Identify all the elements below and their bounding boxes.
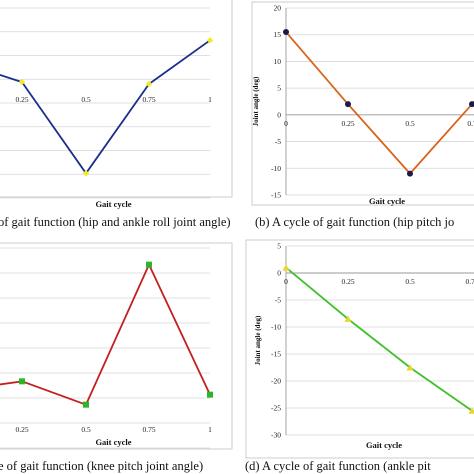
data-point xyxy=(283,29,289,36)
series-line xyxy=(0,263,211,406)
chart-panel-d: 5 0 -5 -10 -15 -20 -25 -30 0 0.25 0.5 0.75 Gait cycl… xyxy=(245,239,474,473)
data-point xyxy=(468,407,474,414)
chart-frame xyxy=(251,1,474,206)
chart-caption: (b) A cycle of gait function (hip pitch … xyxy=(255,215,454,229)
chart-panel-c: 0.25 0.5 0.75 1 Gait cycle e of gait function… xyxy=(0,242,233,473)
x-tick-label: 0.75 xyxy=(142,95,155,104)
y-tick-label: -10 xyxy=(271,164,281,173)
data-point xyxy=(345,101,351,108)
x-tick-label: 1 xyxy=(208,95,212,104)
x-tick-label: 0.5 xyxy=(405,119,415,128)
y-tick-label: -15 xyxy=(271,350,281,359)
data-point xyxy=(145,80,153,88)
x-axis-label: Gait cycle xyxy=(366,440,402,450)
series-line xyxy=(0,39,211,175)
x-tick-label: 0.7 xyxy=(467,119,474,128)
x-tick-label: 1 xyxy=(208,425,212,434)
x-tick-label: 0.5 xyxy=(81,95,91,104)
x-tick-label: 0.5 xyxy=(81,425,91,434)
series-line xyxy=(285,31,474,175)
y-axis-label: Joint angle (deg) xyxy=(252,76,260,126)
chart-caption: e of gait function (knee pitch joint ang… xyxy=(0,459,203,473)
y-axis-label: Joint angle (deg) xyxy=(254,315,262,365)
x-tick-label: 0.25 xyxy=(15,425,28,434)
x-axis-label: Gait cycle xyxy=(95,437,131,447)
y-tick-label: -15 xyxy=(271,191,281,200)
x-tick-label: 0.75 xyxy=(465,277,474,286)
y-tick-label: -25 xyxy=(271,404,281,413)
y-tick-label: 5 xyxy=(277,242,281,251)
x-tick-label: 0 xyxy=(284,119,288,128)
data-point xyxy=(83,401,89,408)
chart-frame xyxy=(245,239,474,459)
data-point xyxy=(407,170,413,177)
y-tick-label: -5 xyxy=(275,137,281,146)
x-tick-label: 0.25 xyxy=(341,119,354,128)
x-axis-label: Gait cycle xyxy=(369,196,405,206)
chart-frame xyxy=(0,242,233,450)
data-point xyxy=(18,78,26,86)
x-tick-label: 0.25 xyxy=(15,95,28,104)
data-point xyxy=(469,101,474,108)
data-point xyxy=(206,37,214,44)
chart-caption: of gait function (hip and ankle roll joi… xyxy=(0,215,231,229)
y-tick-label: 10 xyxy=(274,57,282,66)
y-tick-label: -5 xyxy=(275,296,281,305)
y-tick-label: 0 xyxy=(277,269,281,278)
y-tick-label: -30 xyxy=(271,431,281,440)
data-point xyxy=(146,261,152,268)
y-tick-label: -20 xyxy=(271,377,281,386)
chart-frame xyxy=(0,0,233,198)
data-point xyxy=(207,391,213,398)
y-tick-label: 5 xyxy=(277,84,281,93)
y-tick-label: 0 xyxy=(277,110,281,119)
data-point xyxy=(406,364,414,371)
x-tick-label: 0.25 xyxy=(341,277,354,286)
chart-panel-a: 0.25 0.5 0.75 1 Gait cycle of gait function (… xyxy=(0,0,233,229)
series-line xyxy=(285,266,474,414)
x-tick-label: 0.5 xyxy=(405,277,415,286)
x-tick-label: 0.75 xyxy=(142,425,155,434)
data-point xyxy=(344,315,352,322)
x-tick-label: 0 xyxy=(284,277,288,286)
chart-caption: (d) A cycle of gait function (ankle pit xyxy=(245,459,431,473)
x-axis-label: Gait cycle xyxy=(95,199,131,209)
y-tick-label: -10 xyxy=(271,323,281,332)
data-point xyxy=(19,378,25,385)
data-point xyxy=(282,264,290,271)
data-point xyxy=(82,170,90,177)
y-tick-label: 15 xyxy=(274,30,282,39)
y-tick-label: 20 xyxy=(274,4,282,13)
